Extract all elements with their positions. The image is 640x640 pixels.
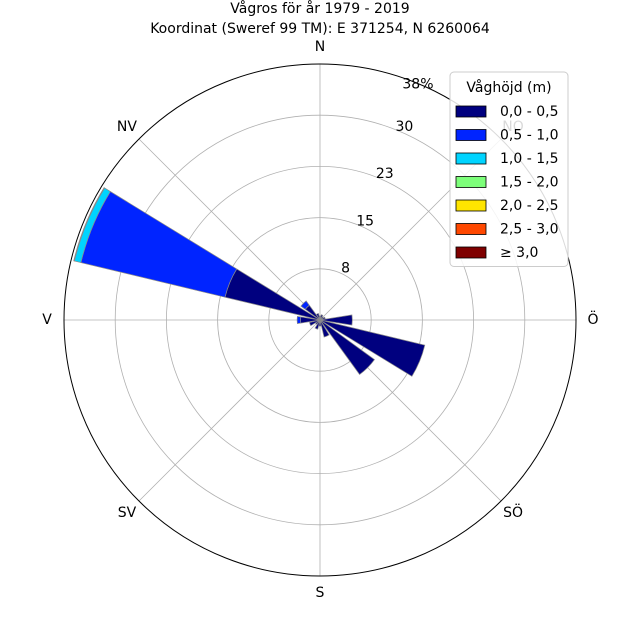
direction-label-5: SV: [118, 505, 137, 521]
rose-bar-13-1: [80, 191, 238, 298]
direction-labels: NNOÖSÖSSVVNV: [42, 39, 598, 601]
radial-tick-1: 8: [341, 261, 350, 277]
rose-bar-15-0: [315, 313, 321, 321]
direction-label-0: N: [315, 39, 325, 55]
direction-label-7: NV: [117, 119, 137, 135]
legend-swatch-4: [455, 199, 487, 212]
legend-label-6: ≥ 3,0: [500, 245, 538, 261]
rose-bar-12-1: [296, 316, 302, 324]
legend-label-4: 2,0 - 2,5: [500, 198, 558, 214]
rose-bar-9-0: [314, 319, 321, 330]
rose-bar-8-0: [318, 319, 322, 327]
legend-swatch-3: [455, 176, 487, 188]
rose-bar-14-1: [300, 300, 310, 310]
legend-label-2: 1,0 - 1,5: [500, 151, 558, 167]
chart-title-group: Vågros för år 1979 - 2019 Koordinat (Swe…: [150, 0, 490, 37]
rose-bar-10-0: [315, 319, 321, 325]
legend: Våghöjd (m) 0,0 - 0,5 0,5 - 1,0 1,0 - 1,5 1,…: [449, 71, 569, 267]
legend-swatch-2: [455, 152, 487, 165]
legend-label-1: 0,5 - 1,0: [500, 128, 558, 144]
polar-frame: [63, 63, 577, 577]
legend-swatch-6: [455, 246, 487, 259]
legend-swatch-1: [455, 129, 487, 141]
legend-label-3: 1,5 - 2,0: [500, 175, 558, 191]
polar-outer-circle: [63, 63, 577, 577]
direction-label-6: V: [42, 312, 52, 328]
legend-swatch-0: [455, 105, 487, 118]
rose-bar-13-3: [73, 187, 106, 262]
radial-tick-3: 23: [376, 166, 394, 182]
grid-spoke-NV: [138, 138, 321, 321]
legend-box: [449, 71, 569, 267]
rose-bar-4-0: [319, 314, 353, 326]
rose-bar-13-0: [224, 268, 321, 321]
direction-label-3: SÖ: [503, 503, 523, 521]
radial-max-label: 38%: [402, 76, 433, 92]
chart-subtitle: Koordinat (Sweref 99 TM): E 371254, N 62…: [150, 21, 490, 37]
legend-swatch-5: [455, 223, 487, 235]
rose-bar-11-0: [309, 319, 321, 327]
radial-tick-4: 30: [395, 119, 413, 135]
rose-bar-3-0: [319, 316, 326, 321]
legend-title: Våghöjd (m): [466, 79, 551, 96]
direction-label-2: Ö: [587, 310, 598, 328]
rose-bar-5-0: [319, 319, 426, 377]
rose-bar-6-0: [319, 319, 375, 375]
chart-title: Vågros för år 1979 - 2019: [230, 0, 409, 17]
radial-tick-labels: 8 15 23 30 38%: [341, 76, 433, 276]
radial-tick-2: 15: [356, 213, 374, 229]
legend-label-0: 0,0 - 0,5: [500, 104, 558, 120]
rose-bars: [73, 187, 426, 377]
grid-spoke-SV: [138, 319, 321, 502]
legend-label-5: 2,5 - 3,0: [500, 222, 558, 238]
polar-grid: [64, 64, 576, 576]
rose-bar-7-0: [319, 319, 330, 338]
direction-label-4: S: [316, 585, 325, 601]
